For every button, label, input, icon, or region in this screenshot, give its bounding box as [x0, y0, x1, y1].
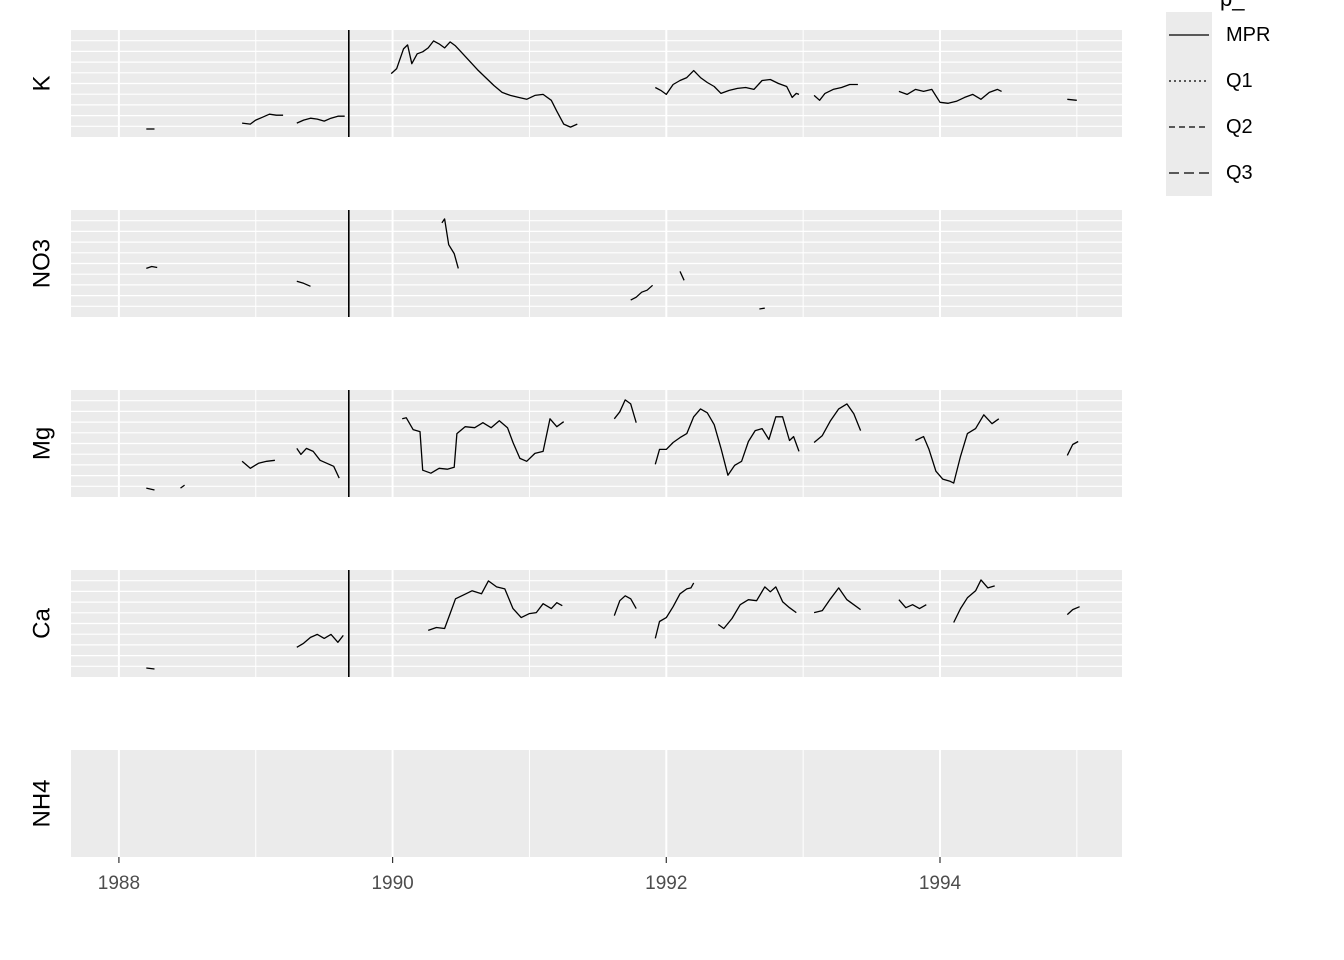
series-line-segment — [759, 307, 765, 310]
series-line-segment — [898, 599, 927, 610]
series-line-segment — [953, 579, 995, 623]
series-line-segment — [441, 218, 459, 269]
legend-label: Q3 — [1226, 162, 1253, 184]
panel-nh4: NH4 — [29, 750, 1122, 857]
legend-label: Q2 — [1226, 116, 1253, 138]
series-line-segment — [679, 271, 685, 281]
series-line-segment — [1066, 440, 1079, 456]
series-line-segment — [390, 40, 578, 128]
panels-layer: K NO3 Mg Ca NH4 — [29, 30, 1122, 857]
panel-label: K — [29, 75, 56, 91]
series-line-segment — [146, 487, 155, 491]
series-line-segment — [1066, 606, 1080, 616]
series-line-segment — [813, 83, 858, 101]
series-line-segment — [180, 484, 185, 489]
panel-label: NO3 — [29, 239, 56, 288]
series-line-segment — [717, 586, 797, 630]
legend-item-q2: Q2 — [1166, 104, 1253, 150]
x-tick-label: 1992 — [645, 873, 687, 894]
panel-background — [71, 750, 1122, 857]
panel-k: K — [29, 30, 1122, 137]
series-line-segment — [146, 667, 155, 670]
series-line-segment — [813, 403, 862, 443]
series-line-segment — [242, 113, 284, 125]
panel-label: Mg — [29, 427, 56, 460]
series-line-segment — [1067, 98, 1077, 101]
series-line-segment — [296, 280, 311, 287]
legend-item-q1: Q1 — [1166, 58, 1253, 104]
x-tick-label: 1994 — [919, 873, 962, 894]
panel-mg: Mg — [29, 390, 1122, 497]
panel-label: NH4 — [29, 779, 56, 827]
series-line-segment — [296, 447, 340, 479]
series-line-segment — [613, 399, 637, 423]
panel-label: Ca — [29, 608, 56, 639]
legend-item-mpr: MPR — [1166, 12, 1270, 58]
series-line-segment — [898, 88, 1002, 104]
series-line-segment — [654, 408, 800, 476]
panel-no3: NO3 — [29, 210, 1122, 317]
series-line-segment — [813, 587, 861, 614]
series-line-segment — [241, 459, 275, 469]
series-line-segment — [402, 417, 565, 474]
series-line-segment — [427, 580, 563, 632]
x-axis: 1988 1990 1992 1994 — [98, 857, 962, 894]
legend: p_ MPR Q1 Q2 Q3 — [1166, 0, 1270, 196]
series-line-segment — [146, 265, 158, 270]
x-tick-label: 1990 — [371, 873, 413, 894]
legend-title: p_ — [1220, 0, 1245, 11]
legend-label: MPR — [1226, 24, 1270, 46]
series-line-segment — [654, 69, 800, 99]
panel-ca: Ca — [29, 570, 1122, 677]
legend-item-q3: Q3 — [1166, 150, 1253, 196]
series-line-segment — [630, 284, 654, 301]
series-line-segment — [654, 582, 695, 639]
x-tick-label: 1988 — [98, 873, 140, 894]
series-line-segment — [296, 633, 344, 648]
series-line-segment — [915, 414, 1000, 484]
legend-label: Q1 — [1226, 70, 1253, 92]
series-line-segment — [296, 115, 345, 124]
series-line-segment — [613, 595, 637, 616]
